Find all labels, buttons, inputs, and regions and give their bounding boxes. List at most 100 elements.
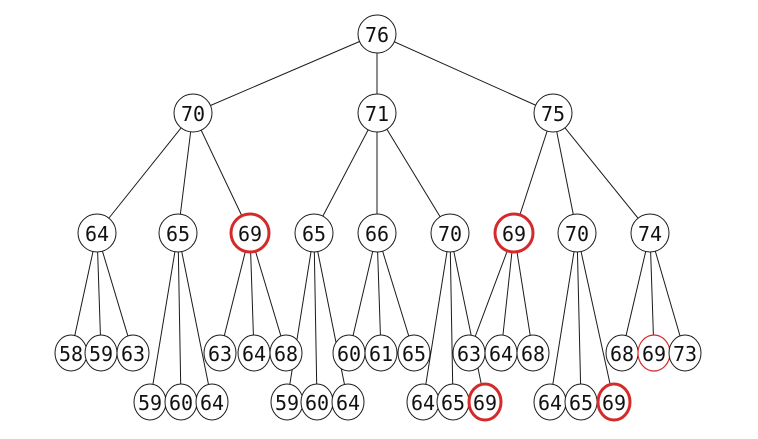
edge-2-1-to-leaf-2 <box>313 232 318 403</box>
leaf-3-3-1: 68 <box>605 334 639 372</box>
edge-root-to-3 <box>376 33 554 114</box>
node-2-2-circle <box>357 213 397 253</box>
node-2-1: 65 <box>294 213 334 253</box>
leaf-3-2-3: 69 <box>596 382 632 422</box>
leaf-3-3-3-label: 73 <box>673 342 697 366</box>
node-3-3-circle <box>630 213 670 253</box>
edge-1-3-to-leaf-1 <box>219 232 251 354</box>
node-3-1-label: 69 <box>502 222 526 246</box>
leaf-3-3-3: 73 <box>668 334 702 372</box>
edge-root-to-1 <box>192 33 378 114</box>
leaf-3-1-2-label: 64 <box>489 342 513 366</box>
edge-1-3-to-leaf-3 <box>249 232 287 354</box>
leaf-2-3-2: 65 <box>436 383 470 421</box>
leaf-2-1-1-label: 59 <box>275 391 299 415</box>
leaf-1-2-3-circle <box>195 383 229 421</box>
edge-3-3-to-leaf-3 <box>649 232 686 354</box>
leaf-1-3-2: 64 <box>237 334 271 372</box>
node-3-1-circle <box>493 212 535 254</box>
node-2-2: 66 <box>357 213 397 253</box>
node-3-2-circle <box>557 213 597 253</box>
node-3-label: 75 <box>541 102 565 126</box>
leaf-3-1-1-label: 63 <box>457 342 481 366</box>
node-3-2-label: 70 <box>565 222 589 246</box>
node-1-label: 70 <box>181 102 205 126</box>
node-root-label: 76 <box>365 23 389 47</box>
edge-1-to-1-3 <box>192 112 251 234</box>
edge-3-to-3-2 <box>552 112 578 234</box>
leaf-2-2-2-circle <box>364 334 398 372</box>
leaf-3-1-3-circle <box>516 334 550 372</box>
leaf-1-3-2-label: 64 <box>242 342 266 366</box>
edge-2-2-to-leaf-3 <box>376 232 415 354</box>
edge-1-1-to-leaf-3 <box>96 232 134 354</box>
edge-3-1-to-leaf-1 <box>468 232 515 354</box>
node-2-1-label: 65 <box>302 222 326 246</box>
node-1-2-circle <box>158 213 198 253</box>
leaf-2-2-3: 65 <box>397 334 431 372</box>
edge-2-to-2-1 <box>313 112 378 234</box>
leaf-2-1-2-label: 60 <box>305 391 329 415</box>
leaf-1-1-3: 63 <box>116 334 150 372</box>
leaf-3-3-1-label: 68 <box>610 342 634 366</box>
edge-3-3-to-leaf-1 <box>621 232 651 354</box>
leaf-2-1-2: 60 <box>300 383 334 421</box>
leaf-1-2-2: 60 <box>164 383 198 421</box>
node-3-1: 69 <box>493 212 535 254</box>
leaf-1-3-3: 68 <box>269 334 303 372</box>
leaf-1-2-3-label: 64 <box>200 391 224 415</box>
leaf-3-1-3-label: 68 <box>521 342 545 366</box>
node-3-2: 70 <box>557 213 597 253</box>
leaf-2-2-2-label: 61 <box>369 342 393 366</box>
node-3-circle <box>533 93 573 133</box>
leaf-2-1-3-circle <box>331 383 365 421</box>
node-2-label: 71 <box>365 102 389 126</box>
leaf-1-3-1-label: 63 <box>208 342 232 366</box>
leaf-3-3-2-label: 69 <box>642 342 666 366</box>
node-1-1-circle <box>77 213 117 253</box>
leaf-1-3-3-circle <box>269 334 303 372</box>
leaf-3-2-2-label: 65 <box>569 391 593 415</box>
leaf-1-2-2-label: 60 <box>169 391 193 415</box>
leaf-1-2-1: 59 <box>133 383 167 421</box>
edge-3-3-to-leaf-2 <box>649 232 655 354</box>
node-2-circle <box>357 93 397 133</box>
edge-2-2-to-leaf-1 <box>348 232 378 354</box>
node-root: 76 <box>357 14 397 54</box>
node-1-1: 64 <box>77 213 117 253</box>
leaf-2-2-1: 60 <box>332 334 366 372</box>
edge-1-to-1-1 <box>96 112 194 234</box>
leaf-2-2-3-circle <box>397 334 431 372</box>
node-root-circle <box>357 14 397 54</box>
edge-3-to-3-3 <box>552 112 651 234</box>
leaf-3-2-2: 65 <box>564 383 598 421</box>
leaf-1-3-1: 63 <box>203 334 237 372</box>
edge-1-1-to-leaf-2 <box>96 232 102 354</box>
leaf-3-3-3-circle <box>668 334 702 372</box>
node-2-3-circle <box>430 213 470 253</box>
leaf-2-3-3-label: 69 <box>473 391 497 415</box>
node-2: 71 <box>357 93 397 133</box>
leaf-2-1-1: 59 <box>270 383 304 421</box>
edge-2-2-to-leaf-2 <box>376 232 382 354</box>
leaf-1-3-1-circle <box>203 334 237 372</box>
leaf-2-2-1-label: 60 <box>337 342 361 366</box>
edge-2-3-to-leaf-2 <box>449 232 454 403</box>
leaf-2-3-3-circle <box>467 382 503 422</box>
node-2-2-label: 66 <box>365 222 389 246</box>
edge-2-1-to-leaf-3 <box>313 232 349 403</box>
leaf-1-1-1-label: 58 <box>59 342 83 366</box>
leaf-1-1-3-label: 63 <box>121 342 145 366</box>
leaf-3-1-3: 68 <box>516 334 550 372</box>
edge-3-2-to-leaf-2 <box>576 232 582 403</box>
leaf-2-3-2-label: 65 <box>441 391 465 415</box>
edge-1-to-1-2 <box>177 112 194 234</box>
leaf-3-2-1: 64 <box>533 383 567 421</box>
leaf-3-1-1: 63 <box>452 334 486 372</box>
leaf-1-2-3: 64 <box>195 383 229 421</box>
node-2-1-circle <box>294 213 334 253</box>
leaf-1-3-3-label: 68 <box>274 342 298 366</box>
leaf-3-2-3-circle <box>596 382 632 422</box>
node-3-3: 74 <box>630 213 670 253</box>
